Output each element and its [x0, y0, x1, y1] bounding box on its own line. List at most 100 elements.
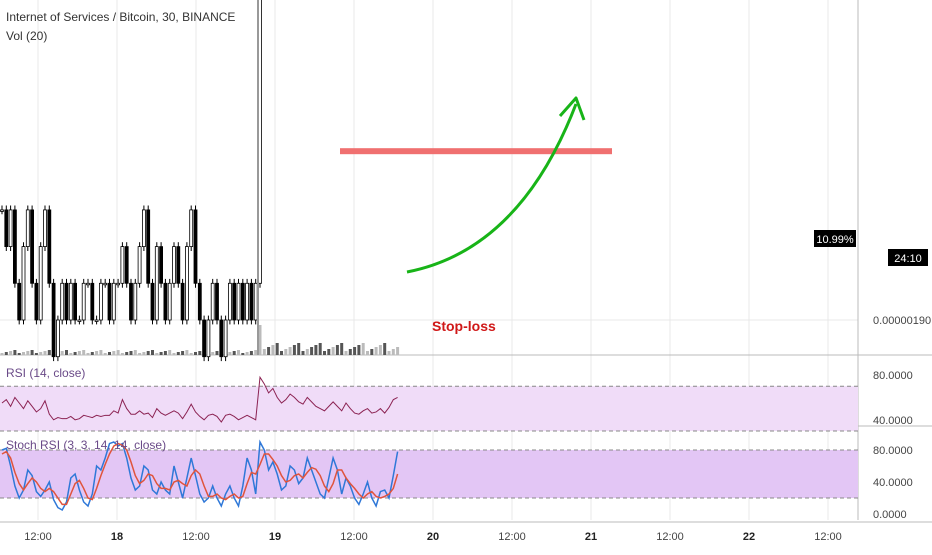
volume-bar: [391, 349, 395, 355]
rsi-label: RSI (14, close): [6, 366, 86, 380]
candle-body: [111, 282, 116, 321]
candle-body: [120, 246, 125, 284]
candle-body: [193, 209, 198, 284]
volume-bar: [353, 347, 357, 355]
countdown-text: 24:10: [894, 253, 922, 265]
volume-bar: [95, 351, 99, 355]
volume-bar: [155, 353, 159, 355]
volume-bar: [159, 352, 163, 355]
volume-bar: [262, 349, 266, 355]
volume-bar: [13, 350, 17, 355]
volume-bar: [280, 351, 283, 355]
time-tick-label: 22: [743, 531, 755, 543]
candle-body: [17, 282, 22, 321]
volume-bar: [30, 350, 34, 355]
rsi-pane: [0, 375, 858, 432]
volume-bar: [168, 350, 172, 355]
volume-bar: [357, 345, 361, 355]
volume-bar: [301, 351, 305, 355]
volume-bar: [288, 347, 292, 355]
volume-bar: [26, 351, 30, 355]
candle-body: [56, 319, 60, 358]
candle-body: [38, 246, 43, 321]
candle-body: [176, 246, 181, 284]
candle-body: [8, 209, 13, 247]
stoch-band: [0, 450, 858, 498]
volume-bar: [99, 350, 103, 355]
volume-bar: [34, 353, 38, 355]
time-tick-label: 12:00: [656, 531, 684, 543]
time-tick-label: 12:00: [24, 531, 52, 543]
candle-body: [25, 209, 30, 247]
candle-body: [73, 282, 77, 321]
volume-bar: [245, 352, 249, 355]
volume-label: Vol (20): [6, 29, 48, 43]
stoch-rsi-label: Stoch RSI (3, 3, 14, 14, close): [6, 438, 167, 452]
volume-bar: [254, 350, 258, 355]
volume-bar: [284, 349, 288, 355]
volume-bar: [125, 352, 129, 355]
volume-bar: [366, 351, 369, 355]
stop-loss-zone: [340, 148, 612, 155]
volume-bar: [151, 350, 154, 355]
candle-body: [77, 319, 82, 322]
time-tick-label: 21: [585, 531, 597, 543]
price-tick-label: 0.00000190: [873, 315, 931, 327]
candle-body: [60, 282, 65, 321]
stoch-rsi-pane: [0, 439, 858, 512]
arrowhead: [558, 96, 586, 121]
volume-bar: [47, 350, 51, 355]
candle-body: [172, 246, 176, 284]
candle-body: [206, 319, 211, 358]
projection-arrow: [406, 103, 578, 274]
candle-body: [0, 209, 4, 212]
rsi-tick-label: 80.0000: [873, 370, 913, 382]
volume-bar: [65, 350, 68, 355]
volume-bar: [103, 353, 107, 355]
volume-bar: [323, 351, 326, 355]
time-tick-label: 19: [269, 531, 281, 543]
candle-body: [129, 282, 133, 321]
volume-bar: [142, 352, 146, 355]
volume-bar: [292, 345, 296, 355]
volume-bar: [69, 353, 73, 355]
volume-bar: [318, 343, 322, 355]
volume-bar: [9, 351, 13, 355]
target-zones: [340, 148, 612, 155]
candle-body: [236, 282, 241, 321]
volume-bar: [116, 350, 120, 355]
price-candles: [0, 0, 262, 362]
candle-body: [21, 246, 26, 321]
volume-bar: [181, 351, 185, 355]
candle-body: [133, 282, 138, 321]
time-tick-label: 12:00: [498, 531, 526, 543]
volume-bar: [17, 353, 21, 355]
candle-body: [197, 282, 202, 321]
price-axis: 0.000001900.000002000.000002100.00000220…: [873, 315, 931, 521]
volume-bar: [194, 352, 197, 355]
price-change-text: 10.99%: [816, 234, 854, 246]
candle-body: [34, 282, 39, 321]
volume-bar: [90, 352, 94, 355]
time-tick-label: 12:00: [814, 531, 842, 543]
volume-bar: [310, 347, 314, 355]
volume-bar: [112, 351, 116, 355]
volume-bar: [331, 347, 335, 355]
volume-bar: [4, 352, 8, 355]
candle-body: [163, 282, 168, 321]
stoch-tick-label: 80.0000: [873, 445, 913, 457]
volume-bar: [39, 352, 43, 355]
stoch-line-d: [1, 442, 399, 506]
volume-bar: [275, 343, 279, 355]
volume-bar: [305, 349, 309, 355]
candle-body: [141, 209, 146, 247]
volume-bar: [335, 345, 339, 355]
volume-bar: [361, 343, 365, 355]
candle-body: [47, 209, 52, 284]
trendline-group: [406, 96, 586, 274]
volume-bar: [237, 350, 240, 355]
candle-body: [154, 246, 159, 321]
candle-body: [51, 282, 56, 358]
time-tick-label: 18: [111, 531, 123, 543]
